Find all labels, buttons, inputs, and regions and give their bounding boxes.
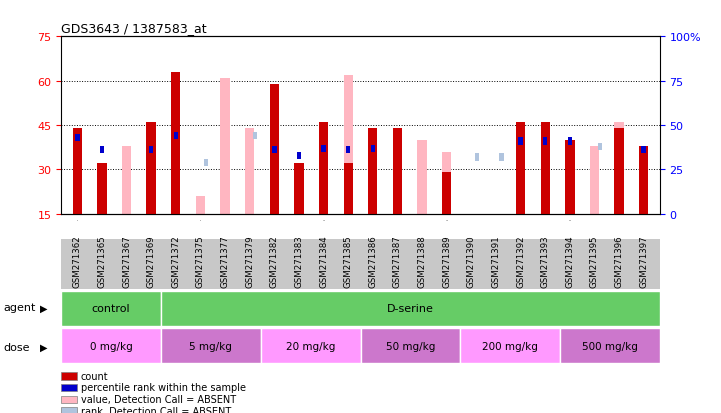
Bar	[499, 154, 503, 161]
Text: percentile rank within the sample: percentile rank within the sample	[81, 382, 246, 392]
Bar	[567, 138, 572, 145]
Bar	[360, 328, 460, 363]
Bar	[460, 328, 560, 363]
Bar	[319, 123, 328, 214]
Bar	[368, 129, 378, 214]
Text: 500 mg/kg: 500 mg/kg	[582, 341, 638, 351]
Bar	[642, 147, 646, 154]
Bar	[61, 291, 161, 326]
Text: control: control	[92, 304, 131, 314]
Bar	[346, 147, 350, 154]
Bar	[161, 291, 660, 326]
Text: 5 mg/kg: 5 mg/kg	[190, 341, 232, 351]
Text: 0 mg/kg: 0 mg/kg	[90, 341, 133, 351]
Text: 50 mg/kg: 50 mg/kg	[386, 341, 435, 351]
Bar	[297, 152, 301, 159]
Bar	[294, 164, 304, 214]
Bar	[171, 73, 180, 214]
Text: 20 mg/kg: 20 mg/kg	[286, 341, 335, 351]
Bar	[393, 129, 402, 214]
Text: GDS3643 / 1387583_at: GDS3643 / 1387583_at	[61, 21, 207, 35]
Text: agent: agent	[4, 303, 36, 313]
Bar	[272, 147, 277, 154]
Bar	[639, 146, 648, 214]
Bar	[518, 138, 523, 145]
Bar	[195, 197, 205, 214]
Bar	[598, 143, 602, 150]
Bar	[371, 145, 375, 152]
Bar	[565, 140, 575, 214]
Bar	[146, 123, 156, 214]
Bar	[99, 147, 104, 154]
Bar	[474, 154, 479, 161]
Bar	[343, 164, 353, 214]
Bar	[639, 146, 648, 214]
Bar	[122, 146, 131, 214]
Bar	[442, 152, 451, 214]
Bar	[516, 123, 526, 214]
Text: rank, Detection Call = ABSENT: rank, Detection Call = ABSENT	[81, 406, 231, 413]
Bar	[614, 123, 624, 214]
Text: ▶: ▶	[40, 303, 47, 313]
Bar	[203, 159, 208, 166]
Bar	[541, 123, 550, 214]
Text: value, Detection Call = ABSENT: value, Detection Call = ABSENT	[81, 394, 236, 404]
Bar	[322, 145, 326, 152]
Bar	[442, 173, 451, 214]
Text: ▶: ▶	[40, 342, 47, 352]
Bar	[73, 129, 82, 214]
Bar	[614, 129, 624, 214]
Text: dose: dose	[4, 342, 30, 352]
Bar	[174, 133, 178, 140]
Bar	[149, 147, 154, 154]
Text: D-serine: D-serine	[387, 304, 434, 314]
Bar	[543, 138, 547, 145]
Bar	[590, 146, 599, 214]
Bar	[417, 140, 427, 214]
Bar	[270, 84, 279, 214]
Bar	[61, 328, 161, 363]
Bar	[75, 135, 79, 142]
Bar	[73, 158, 82, 214]
Bar	[343, 76, 353, 214]
Bar	[97, 164, 107, 214]
Bar	[253, 133, 257, 140]
Bar	[560, 328, 660, 363]
Text: 200 mg/kg: 200 mg/kg	[482, 341, 538, 351]
Bar	[245, 129, 255, 214]
Bar	[261, 328, 360, 363]
Bar	[161, 328, 261, 363]
Bar	[221, 78, 230, 214]
Text: count: count	[81, 371, 108, 381]
